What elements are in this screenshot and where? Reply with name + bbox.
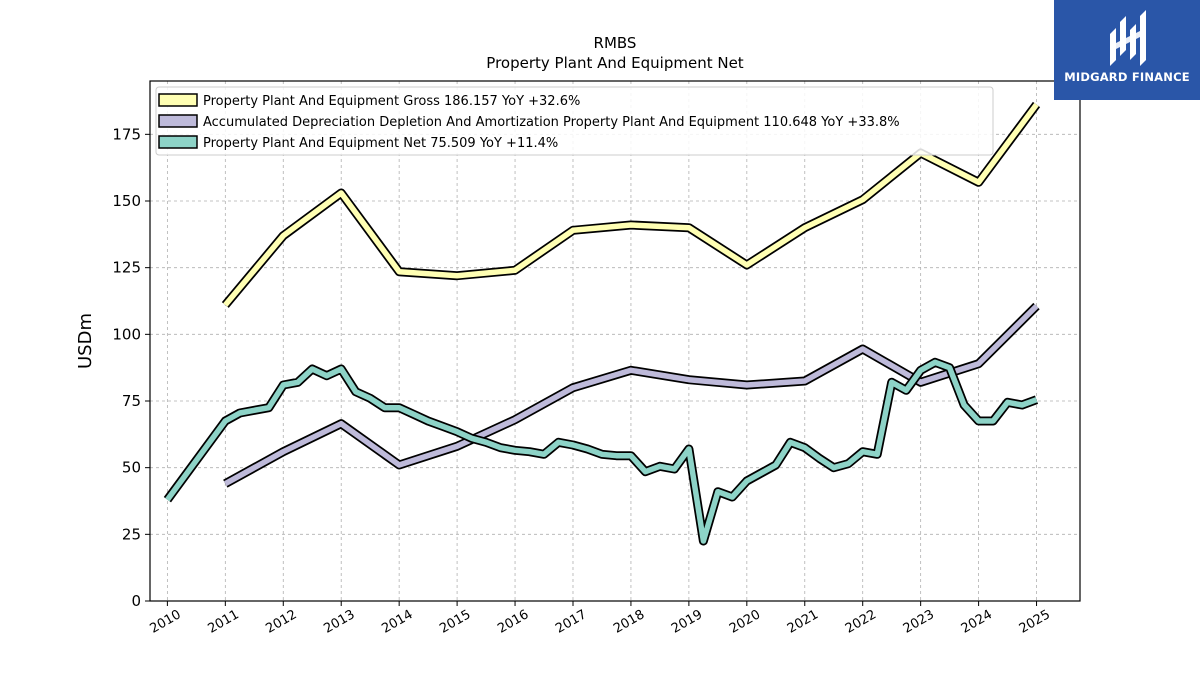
- series-line-net: [165, 359, 1038, 544]
- y-axis-label: USDm: [75, 313, 96, 369]
- y-tick-label-100: 100: [112, 325, 141, 343]
- x-tick-label-2023: 2023: [901, 607, 937, 637]
- x-tick-label-2017: 2017: [553, 607, 589, 637]
- x-tick-label-2019: 2019: [669, 607, 705, 637]
- y-tick-label-75: 75: [122, 392, 141, 410]
- x-tick-label-2024: 2024: [959, 607, 995, 637]
- x-tick-label-2013: 2013: [321, 607, 357, 637]
- x-tick-label-2014: 2014: [379, 607, 415, 637]
- grid-lines: [150, 81, 1080, 601]
- y-tick-label-175: 175: [112, 125, 141, 143]
- legend-swatch-accumulated-depreciation: [158, 114, 198, 128]
- x-tick-label-2020: 2020: [727, 607, 763, 637]
- y-tick-label-0: 0: [131, 592, 141, 610]
- y-tick-label-125: 125: [112, 259, 141, 277]
- y-tick-label-150: 150: [112, 192, 141, 210]
- legend-entry-gross: Property Plant And Equipment Gross 186.1…: [203, 94, 580, 109]
- legend-swatch-net: [158, 135, 198, 149]
- legend-swatch-gross: [158, 93, 198, 107]
- logo-mark-icon: [1110, 10, 1146, 66]
- brand-name: MIDGARD FINANCE: [1064, 70, 1190, 84]
- x-tick-label-2025: 2025: [1017, 607, 1053, 637]
- x-tick-label-2015: 2015: [437, 607, 473, 637]
- series-line-accumulated-depreciation: [223, 304, 1039, 487]
- chart-title: RMBS: [594, 34, 637, 52]
- x-tick-label-2011: 2011: [205, 607, 241, 637]
- legend-box: [155, 86, 994, 156]
- y-tick-label-50: 50: [122, 459, 141, 477]
- series-line-gross: [223, 102, 1039, 307]
- legend: Property Plant And Equipment Gross 186.1…: [155, 86, 994, 156]
- legend-entry-accumulated-depreciation: Accumulated Depreciation Depletion And A…: [203, 115, 900, 130]
- y-tick-label-25: 25: [122, 525, 141, 543]
- legend-entry-net: Property Plant And Equipment Net 75.509 …: [203, 136, 558, 151]
- chart-subtitle: Property Plant And Equipment Net: [486, 54, 743, 72]
- plot-frame: [149, 80, 1081, 602]
- x-tick-label-2022: 2022: [843, 607, 879, 637]
- brand-logo: MIDGARD FINANCE: [1054, 0, 1200, 100]
- x-tick-label-2012: 2012: [263, 607, 299, 637]
- x-tick-label-2018: 2018: [611, 607, 647, 637]
- x-tick-label-2016: 2016: [495, 607, 531, 637]
- x-tick-label-2010: 2010: [148, 607, 184, 637]
- series-lines: [163, 101, 1041, 546]
- x-tick-label-2021: 2021: [785, 607, 821, 637]
